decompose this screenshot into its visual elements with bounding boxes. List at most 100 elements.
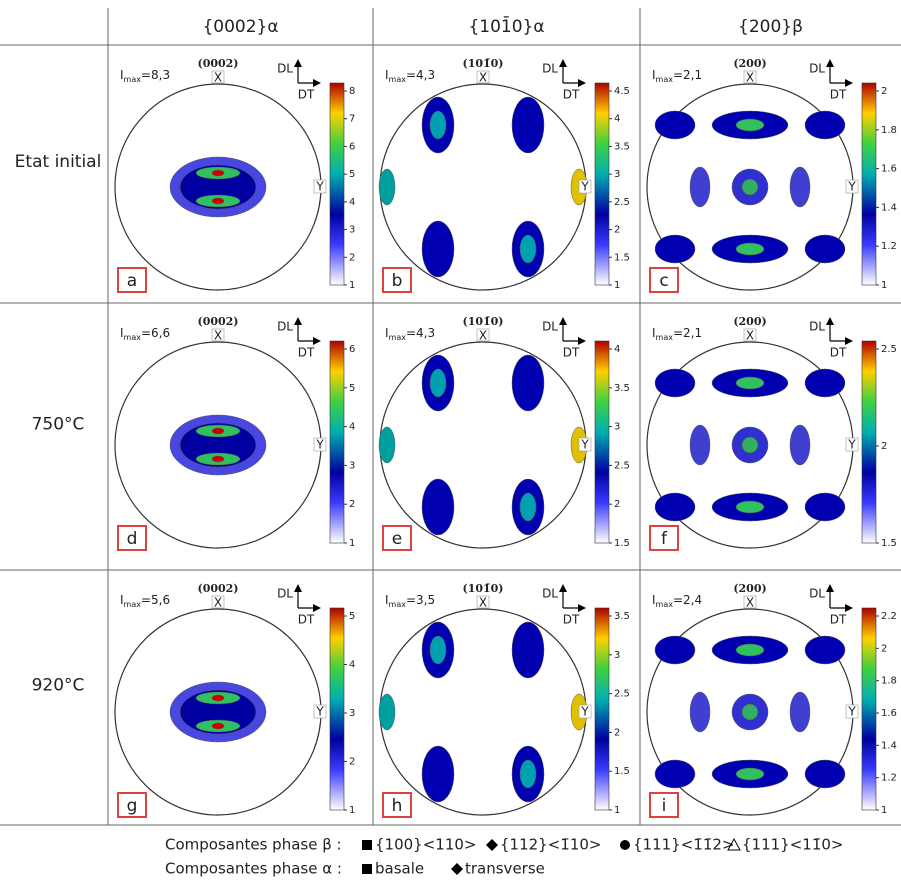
colorbar-tick-label: 4.5: [614, 86, 630, 97]
y-marker: Y: [847, 180, 856, 194]
row-label: 920°C: [32, 676, 85, 696]
pole-figure-panel: Imax=2,1 (200)X Y DL DT 1.5 2 2.5 f: [646, 315, 897, 551]
imax-symbol: I: [120, 593, 124, 607]
panel-letter: f: [661, 529, 668, 549]
intensity-contour: [789, 424, 811, 466]
colorbar-tick-label: 1.6: [881, 164, 897, 175]
intensity-contour: [211, 694, 225, 702]
legend-symbol: [620, 840, 630, 850]
colorbar: [594, 607, 610, 811]
intensity-contour: [735, 643, 765, 657]
colorbar-tick-label: 1.5: [614, 766, 630, 777]
intensity-contour: [741, 436, 759, 454]
colorbar-tick-label: 4: [614, 114, 620, 125]
pole-label: (101̄0): [462, 582, 503, 595]
intensity-contour: [378, 168, 396, 206]
intensity-contour: [804, 635, 846, 665]
imax-symbol: I: [652, 593, 656, 607]
table-grid: [0, 8, 901, 826]
intensity-contour: [429, 635, 447, 665]
panel-letter-box: [382, 525, 412, 551]
dt-arrow: [845, 79, 853, 87]
legend-title: Composantes phase β :: [165, 836, 342, 854]
colorbar-tick-label: 1: [349, 805, 355, 816]
colorbar: [861, 607, 877, 811]
panel-letter-box: [117, 267, 147, 293]
x-marker: X: [214, 329, 222, 343]
colorbar-tick-label: 3.5: [614, 611, 630, 622]
intensity-contour: [654, 759, 696, 789]
pole-circle: [379, 341, 587, 549]
imax-label: Imax=2,1: [652, 68, 702, 84]
intensity-contour: [789, 166, 811, 208]
imax-label: Imax=5,6: [120, 593, 170, 609]
intensity-contour: [735, 118, 765, 132]
intensity-contour: [654, 234, 696, 264]
colorbar-tick-label: 1: [349, 280, 355, 291]
intensity-contour: [804, 759, 846, 789]
colorbar-tick-label: 3: [349, 708, 355, 719]
colorbar-tick-label: 1: [614, 280, 620, 291]
colorbar-tick-label: 1.4: [881, 740, 897, 751]
dt-label: DT: [563, 346, 580, 360]
colorbar-tick-label: 1.2: [881, 241, 897, 252]
colorbar: [861, 82, 877, 286]
colorbar: [329, 607, 345, 811]
colorbar-tick-label: 3.5: [614, 383, 630, 394]
imax-label: Imax=8,3: [120, 68, 170, 84]
y-marker: Y: [315, 438, 324, 452]
pole-label: (0002): [197, 582, 238, 595]
legend-symbol: [486, 839, 498, 851]
imax-sub: max: [124, 75, 142, 84]
x-marker: X: [746, 329, 754, 343]
imax-value: =4,3: [406, 68, 435, 82]
intensity-contour: [421, 478, 455, 536]
y-marker: Y: [580, 705, 589, 719]
intensity-contour: [789, 691, 811, 733]
intensity-contour: [689, 691, 711, 733]
y-marker-box: [578, 437, 592, 452]
imax-symbol: I: [120, 326, 124, 340]
pole-figure-panel: Imax=2,4 (200)X Y DL DT 1 1.2 1.4 1.6 1.8 2 2.2 i: [646, 582, 897, 818]
dl-label: DL: [542, 587, 558, 601]
dl-label: DL: [277, 320, 293, 334]
intensity-contour: [519, 759, 537, 789]
colorbar-tick-label: 2: [349, 499, 355, 510]
colorbar-tick-label: 2.5: [881, 344, 897, 355]
imax-value: =3,5: [406, 593, 435, 607]
intensity-contour: [211, 722, 225, 730]
pole-circle: [379, 83, 587, 291]
colorbar-tick-label: 1.5: [881, 538, 897, 549]
x-marker-box: [211, 595, 225, 609]
colorbar-tick-label: 5: [349, 169, 355, 180]
intensity-contour: [654, 368, 696, 398]
imax-symbol: I: [385, 326, 389, 340]
dt-arrow: [578, 604, 586, 612]
panel-letter-box: [649, 267, 679, 293]
legend-item: {100}<110>: [375, 836, 476, 854]
imax-value: =5,6: [141, 593, 170, 607]
intensity-contour: [211, 197, 225, 205]
intensity-contour: [735, 500, 765, 514]
dl-arrow: [826, 584, 834, 592]
legend-symbol: [362, 840, 372, 850]
row-label: Etat initial: [15, 152, 102, 172]
legend-symbol: [362, 864, 372, 874]
imax-value: =4,3: [406, 326, 435, 340]
colorbar-tick-label: 4: [349, 422, 355, 433]
dl-arrow: [826, 317, 834, 325]
dl-label: DL: [809, 62, 825, 76]
imax-value: =2,1: [673, 68, 702, 82]
panel-letter: h: [392, 796, 403, 816]
panel-letter-box: [117, 792, 147, 818]
dt-arrow: [578, 337, 586, 345]
colorbar: [594, 82, 610, 286]
imax-label: Imax=4,3: [385, 68, 435, 84]
intensity-contour: [378, 426, 396, 464]
dt-label: DT: [298, 613, 315, 627]
dt-arrow: [313, 604, 321, 612]
pole-label: (101̄0): [462, 57, 503, 70]
pole-label: (200): [733, 57, 766, 70]
imax-label: Imax=2,4: [652, 593, 702, 609]
y-marker: Y: [847, 705, 856, 719]
